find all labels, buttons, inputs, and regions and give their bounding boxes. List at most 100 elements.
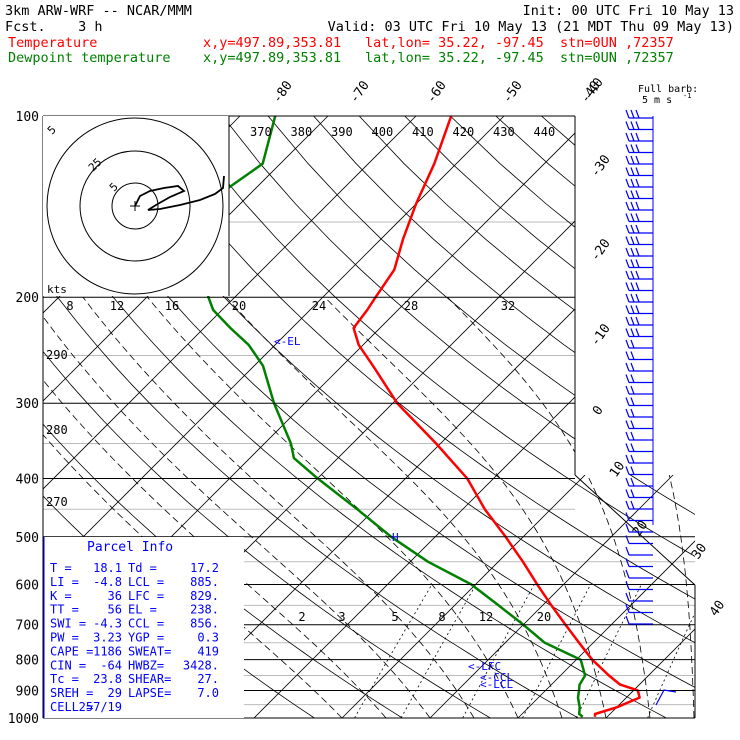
wind-barb-flag	[635, 178, 640, 188]
parcel-info-cell: TT =	[50, 603, 79, 617]
dry-adiabat-line	[267, 116, 695, 718]
wind-barb	[625, 144, 653, 154]
wind-barb	[625, 535, 653, 545]
hodograph-ring	[79, 150, 191, 262]
parcel-info-cell: 829.	[190, 589, 219, 603]
wind-barb-flag	[630, 443, 635, 452]
wind-barb	[625, 477, 653, 487]
init-time: Init: 00 UTC Fri 10 May 13	[523, 3, 734, 19]
wind-barb-flag	[630, 259, 635, 268]
wind-barb-flag	[625, 512, 630, 521]
wind-barb-flag	[625, 121, 630, 130]
wind-barb	[625, 282, 653, 292]
wind-barb-flag	[625, 546, 630, 556]
wind-barb-flag	[625, 316, 630, 326]
wind-barb-flag	[635, 155, 640, 165]
wind-barb-flag	[630, 489, 635, 498]
parcel-info-cell: 7.0	[197, 686, 219, 700]
isotherm-label: -20	[588, 236, 614, 264]
parcel-info-cell: CELL =	[50, 700, 93, 714]
isobar-label: 400	[16, 472, 39, 487]
parcel-info-cell: LAPSE=	[128, 686, 171, 700]
wind-barb	[625, 523, 653, 533]
wind-barb-flag	[625, 328, 630, 337]
wind-barb	[625, 109, 653, 119]
parcel-info-cell: 17.2	[190, 561, 219, 575]
wind-barb-flag	[625, 201, 630, 211]
wind-barb-flag	[635, 201, 640, 211]
parcel-info-cell: SWEAT=	[128, 644, 171, 658]
hodograph-axis-tick: 32	[501, 299, 515, 313]
wind-barb-flag	[630, 109, 635, 119]
theta-label: 390	[331, 125, 353, 139]
wind-barb	[625, 339, 653, 349]
hodograph-axis-tick: 16	[165, 299, 179, 313]
dry-adiabat-line	[724, 116, 740, 718]
wind-barb-flag	[625, 569, 630, 579]
wind-barb	[625, 236, 653, 246]
wind-barb-flag	[630, 190, 635, 199]
wind-barb	[625, 420, 653, 430]
wind-barb	[625, 569, 653, 579]
wind-barb-flag	[635, 109, 640, 119]
hwbz-marker: H	[392, 531, 399, 544]
wind-barb-flag	[630, 293, 635, 303]
wind-barb-flag	[630, 362, 635, 372]
wind-barb	[625, 431, 653, 441]
wind-barb-flag	[625, 466, 630, 475]
mixing-ratio-label: 5	[391, 610, 398, 624]
parcel-info-panel: Parcel Info T = 18.1 Td = 17.2 LI = -4.8 LCL =…	[43, 537, 244, 718]
header: 3km ARW-WRF -- NCAR/MMM Init: 00 UTC Fri…	[5, 3, 734, 66]
wind-barb-flag	[635, 316, 640, 326]
wind-barb	[625, 581, 653, 591]
barb-key-label: Full barb:	[638, 84, 698, 95]
hodograph-trace	[134, 175, 225, 211]
wind-barb	[625, 121, 653, 131]
mixing-ratio-line	[522, 584, 591, 718]
wind-barb-flag	[625, 374, 630, 383]
wind-barb-flag	[625, 581, 630, 590]
wind-barb-flag	[635, 224, 640, 234]
barb-key: Full barb: 5 m s -1	[638, 84, 698, 106]
isotherm-label: 20	[630, 518, 651, 539]
temperature-profile	[352, 116, 641, 717]
isotherm-label-upper: -50	[500, 78, 526, 106]
parcel-info-cell: 36	[108, 589, 122, 603]
hodograph-axis-tick: 28	[404, 299, 418, 313]
theta-label: 400	[372, 125, 394, 139]
wind-barb-flag	[625, 443, 630, 452]
wind-barb	[625, 500, 653, 510]
wind-barb-flag	[635, 247, 640, 257]
legend-dewpoint-xy: x,y=497.89,353.81	[203, 50, 341, 66]
wind-barb-flag	[635, 236, 640, 245]
wind-barb-flag	[630, 408, 635, 418]
isobar-label: 900	[16, 684, 39, 699]
isobar-label: 100	[16, 110, 39, 125]
wind-barb-flag	[625, 167, 630, 176]
isobar-label: 600	[16, 578, 39, 593]
wind-barb-flag	[630, 247, 635, 257]
isobar-label: 500	[16, 531, 39, 546]
isotherm-label: -10	[588, 321, 614, 349]
wind-barb-flag	[630, 201, 635, 211]
parcel-info-cell: YGP =	[128, 631, 164, 645]
dewpoint-profile	[195, 116, 587, 718]
wind-barb-flag	[625, 604, 630, 613]
parcel-info-cell: -64	[100, 658, 122, 672]
wind-barb-flag	[630, 477, 635, 487]
wind-barb	[625, 167, 653, 177]
hodograph-ring	[111, 182, 159, 230]
wind-barb-flag	[630, 316, 635, 326]
wind-barb-flag	[635, 121, 640, 130]
theta-label-left: 270	[46, 495, 68, 509]
parcel-info-cell: PW =	[50, 631, 79, 645]
isobar-label: 1000	[8, 712, 39, 727]
wind-barb-flag	[625, 247, 630, 257]
isobar-label: 200	[16, 291, 39, 306]
wind-barb-flag	[625, 362, 630, 372]
dry-adiabat-line	[176, 116, 695, 718]
wind-barb-flag	[625, 351, 630, 360]
wind-barb	[625, 592, 653, 602]
wind-barb-flag	[625, 236, 630, 245]
wind-barb-flag	[625, 477, 630, 487]
